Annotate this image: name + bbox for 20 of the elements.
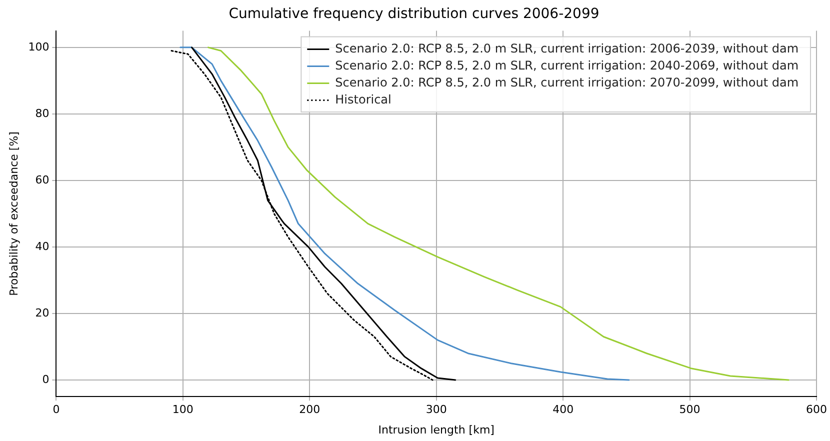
y-tick-label: 20 [35,306,50,320]
y-tick-label: 0 [42,372,50,386]
x-tick-label: 0 [52,403,60,416]
y-axis-title: Probability of exceedance [%] [7,132,20,296]
x-tick-label: 400 [552,403,574,416]
x-tick-label: 100 [172,403,194,416]
y-tick-label: 40 [35,240,50,253]
x-tick-label: 200 [299,403,320,416]
y-tick-label: 100 [28,40,50,54]
x-axis-title: Intrusion length [km] [378,423,494,436]
x-tick-label: 600 [806,403,827,416]
legend-label: Scenario 2.0: RCP 8.5, 2.0 m SLR, current irrigation: 2040-2069, without dam [335,58,799,72]
chart-title: Cumulative frequency distribution curves 2006-2099 [228,6,600,22]
legend-label: Historical [335,92,392,106]
x-tick-label: 500 [679,403,700,416]
x-tick-label: 300 [426,403,447,416]
legend-label: Scenario 2.0: RCP 8.5, 2.0 m SLR, current irrigation: 2070-2099, without dam [335,75,799,90]
y-tick-label: 60 [35,173,50,186]
y-tick-label: 80 [35,106,50,120]
legend-label: Scenario 2.0: RCP 8.5, 2.0 m SLR, current irrigation: 2006-2039, without dam [335,41,799,56]
